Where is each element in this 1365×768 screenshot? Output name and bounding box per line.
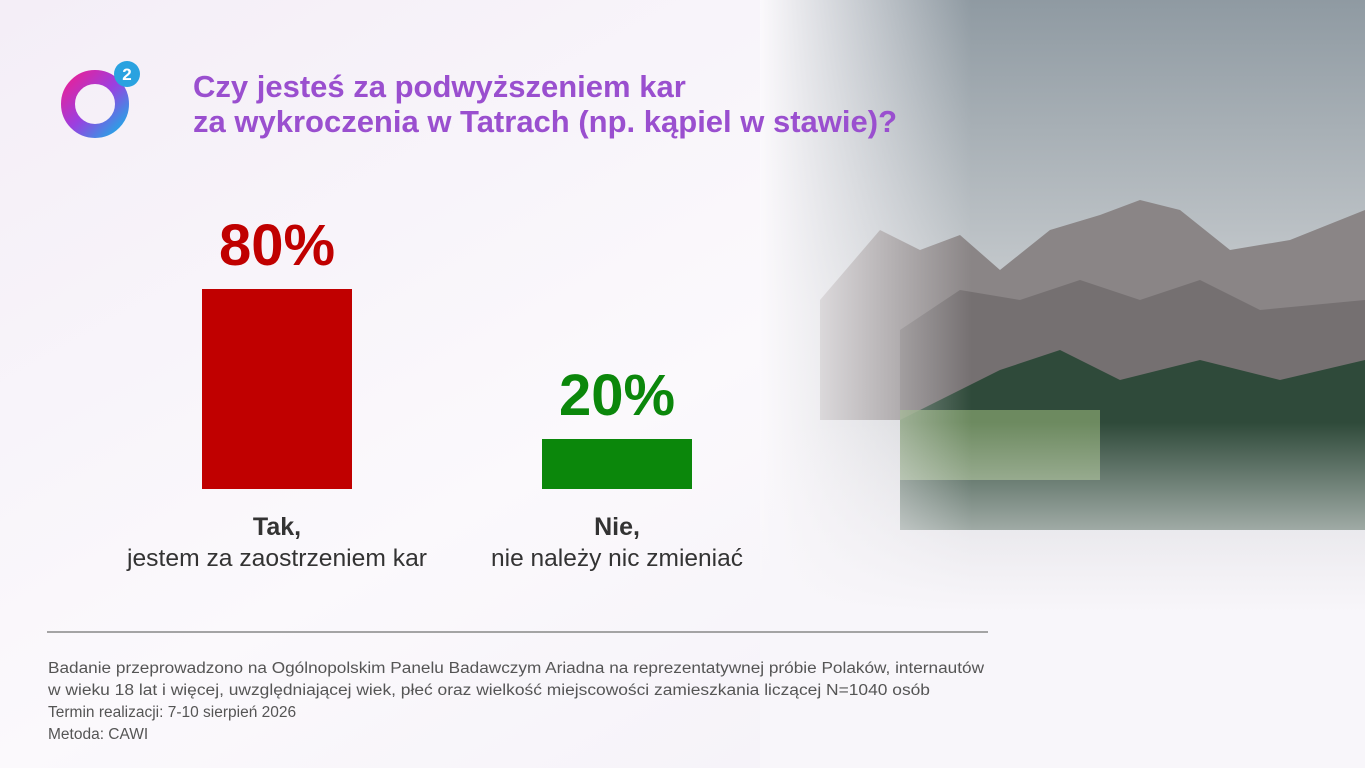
bar [542, 439, 692, 489]
logo-text: 2 [122, 65, 131, 84]
logo: 2 [61, 61, 140, 138]
footnote: w wieku 18 lat i więcej, uwzględniającej… [47, 682, 930, 699]
bar [202, 289, 352, 489]
chart-title: Czy jesteś za podwyższeniem kar [193, 69, 686, 104]
category-label: Tak, [253, 513, 301, 541]
category-note: jestem za zaostrzeniem kar [126, 545, 427, 572]
footnote: Badanie przeprowadzono na Ogólnopolskim … [48, 660, 985, 677]
category-note: nie należy nic zmieniać [491, 545, 743, 572]
value-label: 20% [559, 363, 675, 428]
chart-title: za wykroczenia w Tatrach (np. kąpiel w s… [193, 104, 897, 139]
footnote: Metoda: CAWI [48, 726, 148, 743]
footnote: Termin realizacji: 7-10 sierpień 2026 [48, 704, 296, 721]
value-label: 80% [219, 213, 335, 278]
landscape [760, 0, 1365, 768]
category-label: Nie, [594, 513, 640, 541]
